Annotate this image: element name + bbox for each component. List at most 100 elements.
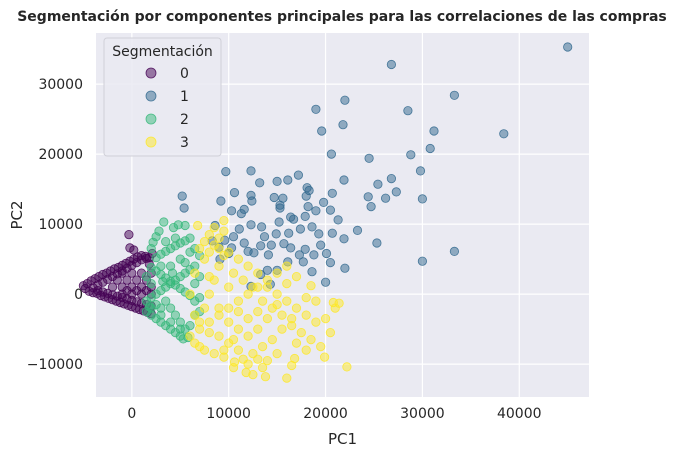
data-point <box>156 261 166 271</box>
data-point <box>406 150 416 160</box>
data-point <box>219 226 229 236</box>
data-point <box>204 317 214 327</box>
data-point <box>340 95 350 105</box>
data-point <box>122 285 132 296</box>
data-point <box>283 175 293 185</box>
data-point <box>262 355 272 366</box>
data-point <box>228 232 239 242</box>
series-3 <box>185 216 352 383</box>
legend-entry-label: 1 <box>180 89 189 105</box>
data-point <box>303 202 313 212</box>
data-point <box>214 331 224 341</box>
data-point <box>272 348 282 359</box>
data-point <box>327 228 337 238</box>
data-point <box>269 192 279 203</box>
data-point <box>248 282 258 292</box>
data-point <box>293 170 303 180</box>
data-point <box>238 275 248 285</box>
data-point <box>262 313 272 324</box>
data-point <box>221 167 231 177</box>
data-point <box>325 327 335 338</box>
data-point <box>170 233 180 243</box>
data-point <box>243 289 253 299</box>
data-point <box>161 237 171 247</box>
data-point <box>190 310 200 320</box>
data-point <box>154 226 164 236</box>
data-point <box>228 362 239 373</box>
data-point <box>366 202 376 212</box>
data-point <box>325 205 335 215</box>
data-point <box>291 271 302 282</box>
data-point <box>193 220 203 231</box>
data-point <box>112 275 122 285</box>
data-point <box>227 206 237 216</box>
data-point <box>185 331 195 341</box>
data-point <box>243 313 253 324</box>
data-point <box>272 176 282 186</box>
data-point <box>246 220 256 230</box>
data-point <box>243 331 253 341</box>
y-axis-ticks: −10000 0 10000 20000 30000 <box>27 77 83 373</box>
data-point <box>199 237 210 247</box>
data-point <box>282 296 292 306</box>
data-point <box>247 196 257 206</box>
legend-marker <box>145 136 157 148</box>
data-point <box>257 296 268 306</box>
data-point <box>386 59 396 70</box>
x-axis-ticks: 0 10000 20000 30000 40000 <box>127 406 541 422</box>
data-point <box>257 341 268 352</box>
data-point <box>339 234 349 244</box>
data-point <box>141 271 151 282</box>
data-point <box>132 285 142 296</box>
data-point <box>253 306 263 317</box>
data-point <box>403 106 413 116</box>
data-point <box>229 188 240 198</box>
data-point <box>342 362 352 372</box>
data-point <box>277 324 287 334</box>
data-point <box>195 317 205 327</box>
data-point <box>327 188 337 198</box>
data-point <box>107 282 118 292</box>
data-point <box>214 261 224 271</box>
data-point <box>214 233 224 243</box>
data-point <box>224 282 234 292</box>
data-point <box>209 223 219 233</box>
data-point <box>306 281 316 291</box>
data-point <box>170 310 180 320</box>
data-point <box>311 296 321 306</box>
data-point <box>338 120 348 130</box>
legend-entry-label: 2 <box>180 112 189 128</box>
data-point <box>224 303 234 313</box>
data-point <box>320 313 331 324</box>
series-2 <box>141 217 205 344</box>
legend-marker <box>145 90 157 102</box>
y-tick-label: 10000 <box>38 217 83 233</box>
data-point <box>307 222 317 232</box>
data-point <box>278 193 288 203</box>
data-point <box>429 126 439 136</box>
data-point <box>262 265 272 275</box>
series-1 <box>177 42 573 291</box>
data-point <box>204 271 214 282</box>
data-point <box>246 166 256 176</box>
data-point <box>295 224 305 234</box>
data-point <box>326 149 336 159</box>
data-point <box>199 254 210 264</box>
data-point <box>307 267 317 277</box>
data-point <box>263 250 273 260</box>
data-point <box>334 298 344 308</box>
data-point <box>279 239 289 249</box>
data-point <box>316 240 326 250</box>
data-point <box>122 275 132 285</box>
data-point <box>216 196 226 206</box>
data-point <box>321 248 332 259</box>
data-point <box>309 250 319 260</box>
y-tick-label: 20000 <box>38 147 83 163</box>
data-point <box>124 230 134 240</box>
data-point <box>314 229 324 239</box>
legend-entry-label: 3 <box>180 135 189 151</box>
data-point <box>180 220 190 231</box>
legend-box <box>103 37 222 157</box>
data-point <box>272 268 282 278</box>
